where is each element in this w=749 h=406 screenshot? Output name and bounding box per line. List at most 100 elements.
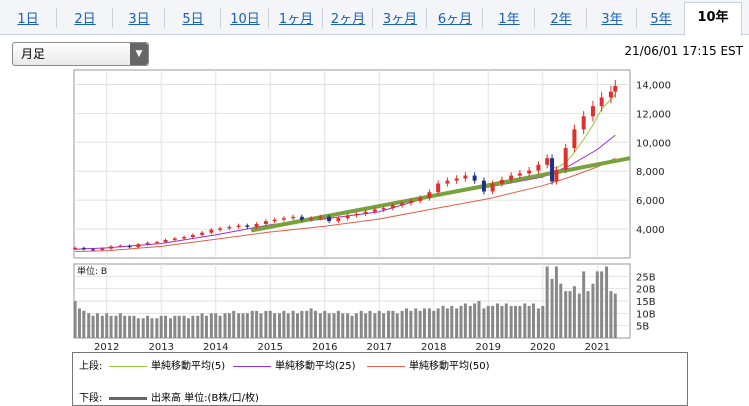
volume-bar	[354, 313, 358, 338]
volume-bar	[450, 305, 454, 338]
volume-bar	[204, 315, 208, 338]
volume-bar	[572, 286, 576, 338]
candle-body	[408, 200, 413, 204]
volume-bar	[87, 313, 91, 338]
volume-bar	[532, 303, 536, 338]
candle-body	[145, 242, 150, 245]
volume-bar	[132, 315, 136, 338]
volume-bar	[241, 313, 245, 338]
candle-body	[200, 232, 205, 235]
tab-12[interactable]: 5年	[636, 8, 685, 28]
legend-lower-label: 下段:	[79, 393, 103, 404]
stock-chart: 4,000 6,000 8,000 10,000 12,000 14,000 2012 201…	[73, 69, 671, 352]
price-tick-label: 10,000	[636, 138, 671, 149]
volume-bar	[387, 310, 391, 338]
tab-6[interactable]: 2ヶ月	[322, 8, 373, 28]
chevron-down-icon[interactable]: ▼	[130, 43, 148, 65]
tab-0[interactable]: 1日	[17, 12, 39, 27]
legend-ma25-label: 単純移動平均(25)	[275, 361, 356, 372]
candle-body	[581, 116, 586, 130]
volume-bar	[300, 310, 304, 338]
volume-bar	[422, 308, 426, 338]
legend-volume: 出来高 単位:(B株/口/枚)	[107, 389, 259, 404]
candle-body	[127, 245, 132, 248]
volume-bar	[486, 305, 490, 338]
year-tick-label: 2013	[148, 342, 173, 352]
volume-bar	[95, 313, 99, 338]
volume-bar	[459, 305, 463, 338]
candle-body	[590, 106, 595, 117]
tab-11[interactable]: 3年	[586, 8, 637, 28]
candle-body	[572, 129, 577, 149]
tab-10[interactable]: 2年	[534, 8, 587, 28]
candle-body	[381, 208, 386, 210]
candle-body	[345, 215, 350, 219]
volume-bar	[463, 303, 467, 338]
candle-body	[490, 183, 495, 192]
volume-bar	[346, 313, 350, 338]
tab-8[interactable]: 6ヶ月	[426, 8, 483, 28]
volume-bar	[405, 308, 409, 338]
volume-bar	[477, 301, 481, 338]
volume-bar	[200, 313, 204, 338]
volume-bar	[441, 305, 445, 338]
volume-bar	[509, 305, 513, 338]
tab-4[interactable]: 10日	[220, 8, 269, 28]
volume-bar	[177, 315, 181, 338]
volume-bar	[223, 313, 227, 338]
volume-bar	[504, 303, 508, 338]
volume-bar	[105, 313, 109, 338]
candle-body	[91, 249, 96, 251]
volume-bar	[309, 308, 313, 338]
volume-bar	[568, 291, 572, 338]
candle-body	[190, 234, 195, 238]
volume-bar	[327, 313, 331, 338]
volume-bar	[468, 305, 472, 338]
candle-body	[554, 169, 559, 182]
volume-bar	[541, 305, 545, 338]
tab-5[interactable]: 1ヶ月	[268, 8, 323, 28]
tab-13[interactable]: 10年	[684, 2, 742, 36]
volume-bar	[432, 310, 436, 338]
volume-bar	[136, 318, 140, 338]
candle-body	[509, 175, 514, 180]
tab-3[interactable]: 5日	[164, 8, 221, 28]
tab-2[interactable]: 3日	[112, 8, 165, 28]
volume-bar	[391, 310, 395, 338]
volume-bar	[191, 315, 195, 338]
period-select[interactable]: 月足 ▼	[12, 42, 149, 66]
year-tick-label: 2014	[203, 342, 228, 352]
candle-body	[545, 158, 550, 165]
volume-bar	[159, 315, 163, 338]
volume-bar	[282, 310, 286, 338]
candle-body	[218, 228, 223, 230]
candle-body	[463, 175, 468, 179]
tab-7[interactable]: 3ヶ月	[372, 8, 427, 28]
volume-bar	[305, 310, 309, 338]
candle-body	[454, 178, 459, 181]
volume-bar	[582, 271, 586, 338]
volume-bar	[214, 313, 218, 338]
volume-bar	[514, 305, 518, 338]
volume-bar	[613, 293, 617, 338]
volume-bar	[186, 318, 190, 338]
candle-body	[363, 211, 368, 214]
candle-body	[281, 218, 286, 220]
candle-body	[73, 247, 78, 250]
volume-bar	[323, 310, 327, 338]
candle-body	[550, 158, 555, 182]
volume-bar	[91, 315, 95, 338]
volume-bar	[168, 318, 172, 338]
tab-9[interactable]: 1年	[482, 8, 535, 28]
volume-bar	[409, 310, 413, 338]
volume-bar	[600, 271, 604, 338]
volume-bar	[491, 305, 495, 338]
legend-ma5: 単純移動平均(5)	[107, 357, 225, 372]
volume-bar	[496, 303, 500, 338]
ma25-swatch	[233, 365, 271, 367]
tab-1[interactable]: 2日	[56, 8, 113, 28]
candle-body	[163, 239, 168, 243]
volume-bar	[341, 313, 345, 338]
candle-body	[599, 97, 604, 107]
candle-body	[245, 225, 250, 227]
